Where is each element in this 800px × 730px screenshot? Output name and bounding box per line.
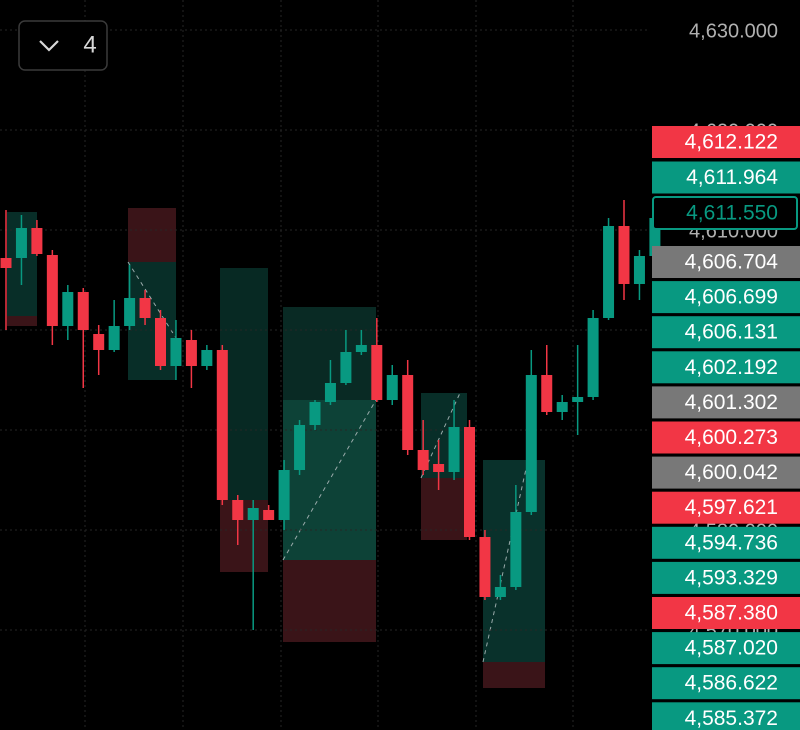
price-tag xyxy=(652,386,800,419)
candle-body xyxy=(448,427,460,472)
loss-zone xyxy=(283,560,376,642)
price-tag-label: 4,585.372 xyxy=(685,707,778,730)
candle-body xyxy=(402,375,414,450)
price-tag-label: 4,601.302 xyxy=(685,391,778,414)
candle-body xyxy=(294,425,306,470)
button-frame[interactable] xyxy=(18,20,108,71)
interval-label: 4 xyxy=(83,31,96,58)
candle-body xyxy=(386,375,398,400)
candle-body xyxy=(15,228,27,258)
y-tick-label: 4,630.000 xyxy=(689,20,778,42)
candle-body xyxy=(541,375,553,412)
candle-body xyxy=(232,500,244,520)
price-tag xyxy=(652,351,800,384)
candle-body xyxy=(139,298,151,318)
price-tag xyxy=(652,491,800,524)
price-tag xyxy=(652,196,798,230)
candle-body xyxy=(433,464,445,472)
candle-body xyxy=(62,292,74,326)
candle-body xyxy=(170,338,182,366)
price-tag-label: 4,611.964 xyxy=(686,166,778,189)
candle-body xyxy=(0,258,12,268)
price-tag-label: 4,594.736 xyxy=(685,531,778,554)
profit-zone xyxy=(220,268,268,500)
loss-zone xyxy=(7,316,37,326)
candle-body xyxy=(77,292,89,330)
candle-body xyxy=(247,508,259,520)
price-tag xyxy=(652,421,800,454)
price-tag-label: 4,606.131 xyxy=(685,321,778,344)
trade-path xyxy=(482,459,529,663)
price-tag-label: 4,612.122 xyxy=(685,131,778,154)
price-tag-label: 4,600.042 xyxy=(685,461,778,484)
candle-body xyxy=(124,298,136,326)
price-tag-label: 4,587.380 xyxy=(685,602,778,625)
candle-body xyxy=(572,397,584,402)
trade-path xyxy=(282,399,377,561)
price-tag xyxy=(652,281,800,314)
price-tag-label: 4,611.550 xyxy=(686,202,778,225)
candle-body xyxy=(340,352,352,383)
price-tag xyxy=(652,526,800,559)
candle-body xyxy=(31,228,43,254)
candle-body xyxy=(371,345,383,400)
candle-body xyxy=(494,587,506,597)
candle-body xyxy=(649,218,661,256)
interval-button[interactable]: 4 xyxy=(18,20,108,71)
trade-path xyxy=(127,261,177,339)
candle-body xyxy=(525,375,537,512)
candle-body xyxy=(417,450,429,470)
candle-body xyxy=(155,318,166,366)
price-tag xyxy=(652,597,800,629)
price-tag xyxy=(652,667,800,700)
price-tag-label: 4,606.704 xyxy=(685,251,779,274)
candle-body xyxy=(93,334,105,350)
candle-body xyxy=(324,383,336,402)
candle-body xyxy=(108,326,120,350)
price-tag xyxy=(652,316,800,349)
price-tag-label: 4,593.329 xyxy=(685,566,778,589)
loss-zone xyxy=(220,500,268,572)
candle-body xyxy=(185,340,197,366)
candle-body xyxy=(556,402,568,412)
candle-body xyxy=(510,512,522,587)
candle-body xyxy=(263,510,275,520)
candle-body xyxy=(216,350,228,500)
price-tag-label: 4,597.621 xyxy=(685,496,778,519)
candle-body xyxy=(201,350,213,366)
price-tag xyxy=(652,561,800,594)
price-tag xyxy=(652,161,800,194)
profit-zone xyxy=(128,262,176,380)
price-tag-label: 4,602.192 xyxy=(685,356,778,379)
price-tag-label: 4,586.622 xyxy=(685,672,778,695)
candle-body xyxy=(309,402,321,425)
price-tag xyxy=(652,456,800,489)
loss-zone xyxy=(421,478,467,540)
price-tags: 4,612.122 4,611.964 4,611.550 4,606.704 4,60… xyxy=(652,126,800,730)
candles xyxy=(0,200,661,630)
candle-body xyxy=(355,345,367,352)
price-tag xyxy=(652,126,800,158)
price-tag xyxy=(652,702,800,730)
price-tag-label: 4,606.699 xyxy=(685,286,778,309)
candle-body xyxy=(633,256,645,284)
candle-body xyxy=(618,226,630,284)
candle-body xyxy=(603,226,615,318)
price-tag-label: 4,600.273 xyxy=(685,426,778,449)
price-tag xyxy=(652,632,800,665)
price-tag-label: 4,587.020 xyxy=(685,637,778,660)
candle-body xyxy=(278,470,290,520)
candle-body xyxy=(587,318,599,397)
candle-body xyxy=(464,427,475,537)
chevron-icon xyxy=(39,40,59,52)
price-tag xyxy=(652,246,800,278)
loss-zone xyxy=(128,208,176,262)
candle-body xyxy=(479,537,491,597)
candle-body xyxy=(46,255,58,326)
loss-zone xyxy=(483,662,545,688)
